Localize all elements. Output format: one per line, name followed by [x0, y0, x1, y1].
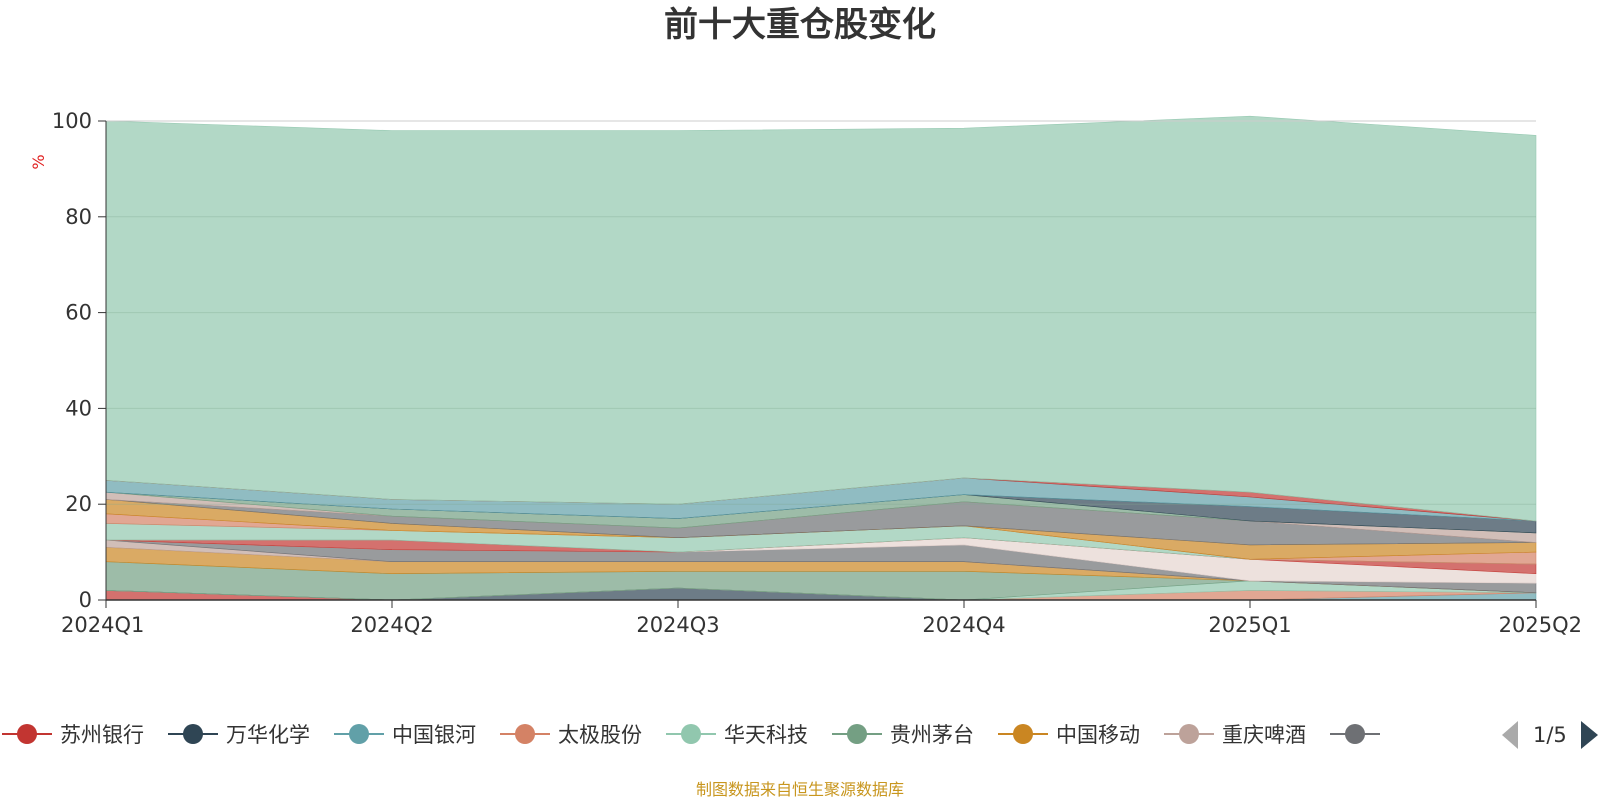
legend-item-7[interactable]: 重庆啤酒	[1164, 723, 1306, 747]
y-tick-label-3: 60	[65, 301, 92, 325]
y-tick-label-0: 0	[79, 588, 92, 612]
legend-item-8[interactable]	[1330, 724, 1380, 744]
legend-label-6: 中国移动	[1056, 723, 1140, 747]
legend-label-5: 贵州茅台	[890, 723, 974, 747]
y-axis-unit: %	[29, 154, 48, 169]
x-tick-label-0: 2024Q1	[61, 613, 144, 637]
x-axis: 2024Q1 2024Q2 2024Q3 2024Q4 2025Q1 2025Q2	[61, 599, 1582, 637]
legend-marker-2	[349, 724, 369, 744]
legend-marker-3	[515, 724, 535, 744]
x-tick-label-1: 2024Q2	[350, 613, 433, 637]
legend-item-4[interactable]: 华天科技	[666, 723, 808, 747]
y-tick-label-1: 20	[65, 492, 92, 516]
y-tick-label-2: 40	[65, 396, 92, 420]
legend-next-icon[interactable]	[1581, 721, 1598, 749]
y-tick-label-4: 80	[65, 205, 92, 229]
source-note: 制图数据来自恒生聚源数据库	[696, 780, 904, 799]
legend-marker-1	[183, 724, 203, 744]
legend-label-3: 太极股份	[558, 723, 642, 747]
plot-area	[105, 115, 1537, 601]
legend-marker-7	[1179, 724, 1199, 744]
y-axis: 0 20 40 60 80 100	[52, 109, 107, 612]
legend-label-0: 苏州银行	[60, 723, 144, 747]
legend-item-3[interactable]: 太极股份	[500, 723, 642, 747]
area-series-20[interactable]	[105, 115, 1537, 522]
legend-label-1: 万华化学	[226, 723, 310, 747]
legend: 苏州银行 万华化学 中国银河 太极股份 华天科技 贵州茅台 中国移动 重庆啤酒 1/5	[2, 721, 1598, 749]
chart-title: 前十大重仓股变化	[664, 5, 936, 45]
legend-marker-0	[17, 724, 37, 744]
x-tick-label-2: 2024Q3	[636, 613, 719, 637]
legend-item-6[interactable]: 中国移动	[998, 723, 1140, 747]
legend-item-2[interactable]: 中国银河	[334, 723, 476, 747]
y-tick-label-5: 100	[52, 109, 92, 133]
legend-label-7: 重庆啤酒	[1222, 723, 1306, 747]
legend-page-indicator: 1/5	[1533, 723, 1567, 747]
x-tick-label-5: 2025Q2	[1499, 613, 1582, 637]
legend-marker-6	[1013, 724, 1033, 744]
legend-marker-8	[1345, 724, 1365, 744]
legend-prev-icon[interactable]	[1502, 721, 1518, 749]
legend-marker-5	[847, 724, 867, 744]
legend-item-5[interactable]: 贵州茅台	[832, 723, 974, 747]
legend-item-0[interactable]: 苏州银行	[2, 723, 144, 747]
legend-label-4: 华天科技	[724, 723, 808, 747]
x-tick-label-3: 2024Q4	[922, 613, 1005, 637]
x-tick-label-4: 2025Q1	[1208, 613, 1291, 637]
legend-item-1[interactable]: 万华化学	[168, 723, 310, 747]
legend-label-2: 中国银河	[392, 723, 476, 747]
legend-marker-4	[681, 724, 701, 744]
